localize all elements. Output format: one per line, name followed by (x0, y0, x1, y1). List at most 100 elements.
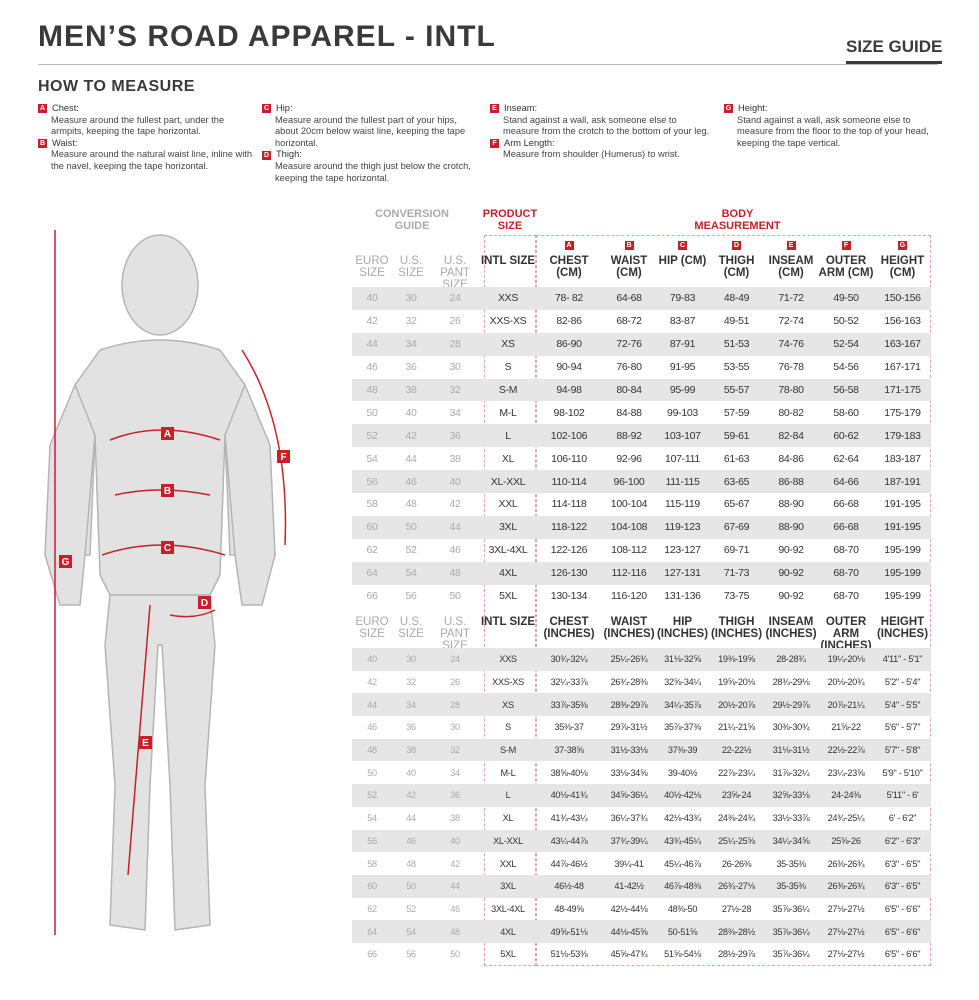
table-cell: 54 (392, 561, 430, 585)
table-cell: 30 (392, 287, 430, 310)
table-cell: 44⅞-46½ (550, 858, 588, 869)
table-cell: 4XL (480, 561, 536, 585)
column-header: THIGH (INCHES) (709, 616, 764, 640)
table-cell: 26⅜-26¾ (818, 874, 874, 898)
table-cell: 25¼-25⅝ (709, 829, 764, 853)
table-cell: 62-64 (833, 452, 859, 465)
left-arm (44, 383, 96, 606)
page-title: MEN’S ROAD APPAREL - INTL (38, 20, 496, 53)
table-cell: 111-115 (656, 470, 709, 494)
table-cell: 48⅜-50 (667, 903, 698, 914)
column-header-text: WAIST (INCHES) (603, 616, 655, 640)
column-letter-badge: G (898, 241, 907, 250)
table-cell: 30 (450, 722, 460, 733)
table-cell: 56 (406, 949, 416, 960)
table-cell: 31⅞-32¼ (772, 767, 810, 778)
column-header: INTL SIZE (480, 616, 536, 628)
column-header: HEIGHT (CM) (874, 255, 931, 279)
column-header: EURO SIZE (352, 255, 392, 279)
table-cell: 24 (430, 287, 480, 310)
table-cell: 94-98 (536, 378, 602, 402)
table-cell: 74-76 (764, 332, 818, 356)
divider (38, 64, 938, 65)
table-cell: XL (502, 813, 514, 824)
table-cell: 60 (352, 874, 392, 898)
table-cell: 35⅞-36¼ (772, 949, 810, 960)
table-row: 58 48 42 XXL 44⅞-46½ 39¼-41 45¼-46⅞ 26-26⅜ 35-35… (352, 852, 931, 875)
instruction-title: D Thigh: (262, 149, 482, 161)
table-cell: 78- 82 (536, 287, 602, 310)
table-row: 58 48 42 XXL 114-118 100-104 115-119 65-67 88-90… (352, 493, 931, 516)
table-cell: 28½-29⅞ (718, 949, 755, 960)
table-cell: 50-52 (833, 315, 859, 328)
table-cell: 66-68 (818, 515, 874, 539)
table-cell: 66-68 (833, 498, 859, 511)
table-cell: 50 (392, 515, 430, 539)
conversion-guide-heading: CONVERSION GUIDE (375, 208, 449, 232)
table-cell: 62 (366, 544, 378, 557)
table-cell: 27⅛-27½ (827, 903, 865, 914)
table-cell: XXL (499, 858, 517, 869)
table-cell: 19¼-20⅛ (818, 648, 874, 671)
table-cell: 23⅝-24 (709, 784, 764, 807)
table-cell: 55-57 (709, 378, 764, 402)
table-cell: 6'5" - 6'6" (874, 920, 931, 943)
table-cell: 34¼-34⅝ (764, 829, 818, 853)
table-cell: 22½-22⅞ (818, 738, 874, 762)
instruction-title: G Height: (724, 103, 944, 115)
table-cell: 34⅝-36¼ (602, 784, 656, 807)
table-cell: L (480, 424, 536, 448)
table-cell: 27⅛-27½ (827, 949, 865, 960)
table-cell: 118-122 (536, 515, 602, 539)
table-cell: M-L (500, 767, 516, 778)
table-cell: 5'9" - 5'10" (882, 767, 923, 778)
letter-badge: C (262, 104, 271, 114)
column-header: CHEST (CM) (536, 255, 602, 279)
table-cell: 90-94 (556, 361, 582, 374)
table-cell: 50-51⅝ (656, 920, 709, 943)
figure-label-g: G (62, 557, 70, 568)
table-cell: 40 (406, 767, 416, 778)
table-cell: 67-69 (709, 515, 764, 539)
table-cell: 46 (449, 544, 461, 557)
table-cell: 26¾-27⅛ (709, 874, 764, 898)
table-cell: 46⅞-48⅜ (656, 874, 709, 898)
column-header-text: U.S. SIZE (398, 616, 424, 640)
table-cell: 40½-42⅛ (656, 784, 709, 807)
table-cell: 35-35⅜ (764, 874, 818, 898)
table-cell: XL-XXL (480, 829, 536, 853)
table-cell: 6'3" - 6'5" (874, 874, 931, 898)
table-cell: 78-80 (764, 378, 818, 402)
table-cell: 44 (430, 515, 480, 539)
table-cell: 88-92 (602, 424, 656, 448)
table-row: 54 44 38 XL 106-110 92-96 107-111 61-63 84-86 62-… (352, 447, 931, 470)
table-cell: 26 (449, 315, 461, 328)
table-cell: 31⅛-32⅝ (656, 648, 709, 671)
figure-label-c: C (164, 543, 171, 554)
table-cell: 50 (392, 874, 430, 898)
table-row: 48 38 32 S-M 37-38⅝ 31½-33⅛ 37⅜-39 22-22½ 31⅛-31… (352, 738, 931, 762)
table-cell: 34 (392, 332, 430, 356)
instruction-label: Chest: (52, 103, 79, 113)
table-cell: 26¾-28⅜ (610, 677, 648, 688)
instruction-column: E Inseam: Stand against a wall, ask someon… (490, 103, 710, 161)
instruction-title: C Hip: (262, 103, 482, 115)
table-cell: 44 (430, 874, 480, 898)
table-cell: 44 (352, 332, 392, 356)
table-cell: 30 (392, 648, 430, 671)
table-cell: 44 (406, 813, 416, 824)
column-letter-badge: D (732, 241, 741, 250)
table-cell: 52 (352, 424, 392, 448)
table-cell: 32¼-33⅞ (550, 677, 588, 688)
table-cell: 62 (367, 903, 377, 914)
table-cell: 56 (352, 470, 392, 494)
table-cell: 22⅞-23¼ (718, 767, 755, 778)
column-header: HIP (INCHES) (656, 616, 709, 640)
table-cell: 50 (366, 406, 378, 419)
table-cell: 63-65 (709, 470, 764, 494)
table-cell: 48-49 (709, 287, 764, 310)
table-cell: 24 (430, 648, 480, 671)
figure-label-b: B (164, 486, 171, 497)
table-cell: 32⅝-33⅛ (764, 784, 818, 807)
table-row: 64 54 48 4XL 49⅝-51⅛ 44⅛-45⅝ 50-51⅝ 28⅜-28½ 35⅞-… (352, 920, 931, 943)
